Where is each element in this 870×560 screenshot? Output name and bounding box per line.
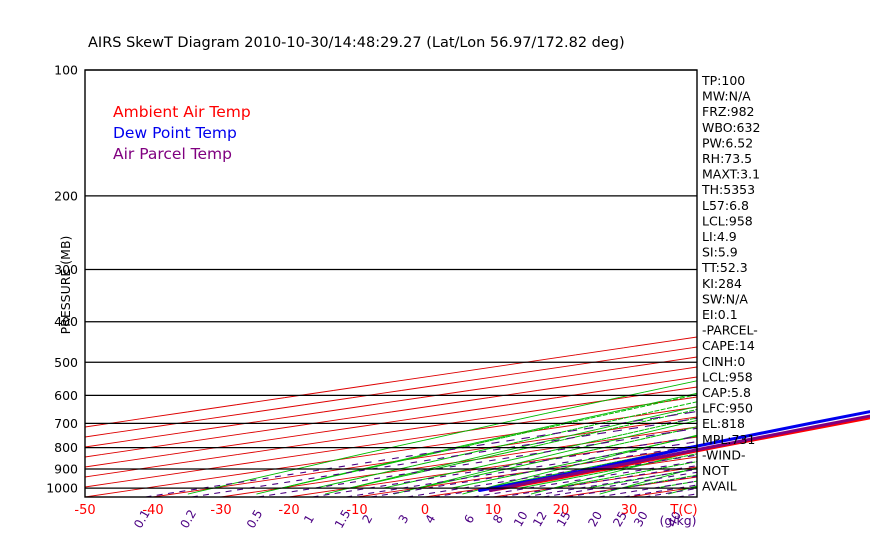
temp-tick-30: 30 xyxy=(621,503,638,518)
info-line-21: LFC:950 xyxy=(702,401,753,416)
pressure-tick-800: 800 xyxy=(54,440,78,455)
pressure-tick-200: 200 xyxy=(54,188,78,203)
info-line-20: CAP:5.8 xyxy=(702,385,751,400)
info-line-1: MW:N/A xyxy=(702,89,751,104)
pressure-tick-600: 600 xyxy=(54,388,78,403)
temp-tick--40: -40 xyxy=(142,503,163,518)
info-line-8: L57:6.8 xyxy=(702,198,749,213)
info-line-9: LCL:958 xyxy=(702,213,753,228)
mixing-tick-40: 40 xyxy=(664,509,684,529)
page-title: AIRS SkewT Diagram 2010-10-30/14:48:29.2… xyxy=(88,35,625,51)
info-line-12: TT:52.3 xyxy=(701,260,748,275)
info-line-25: NOT xyxy=(702,463,729,478)
legend-item-0: Ambient Air Temp xyxy=(113,103,251,121)
temp-tick--20: -20 xyxy=(278,503,299,518)
mixing-tick-25: 25 xyxy=(610,509,630,529)
temp-tick--10: -10 xyxy=(346,503,367,518)
mixing-tick-10: 10 xyxy=(511,509,531,529)
info-line-15: EI:0.1 xyxy=(702,307,738,322)
temp-tick-0: 0 xyxy=(421,503,429,518)
pressure-tick-100: 100 xyxy=(54,63,78,78)
temp-tick-20: 20 xyxy=(553,503,570,518)
info-line-0: TP:100 xyxy=(701,73,745,88)
legend-item-1: Dew Point Temp xyxy=(113,124,237,142)
info-line-22: EL:818 xyxy=(702,416,745,431)
mixing-tick-15: 15 xyxy=(554,509,574,529)
info-line-2: FRZ:982 xyxy=(702,104,755,119)
temp-tick-10: 10 xyxy=(485,503,502,518)
pressure-tick-700: 700 xyxy=(54,416,78,431)
info-line-13: KI:284 xyxy=(702,276,742,291)
data-curves-layer xyxy=(478,410,870,492)
mixing-tick-30: 30 xyxy=(631,509,651,529)
info-line-10: LI:4.9 xyxy=(702,229,737,244)
info-line-11: SI:5.9 xyxy=(702,245,738,260)
mixing-tick-20: 20 xyxy=(585,509,605,529)
isobar-lines xyxy=(85,69,697,489)
info-panel: TP:100MW:N/AFRZ:982WBO:632PW:6.52RH:73.5… xyxy=(701,73,760,494)
x-axis-title-temp: T(C) xyxy=(669,503,697,518)
info-line-6: MAXT:3.1 xyxy=(702,167,760,182)
pressure-tick-500: 500 xyxy=(54,355,78,370)
grid-layer xyxy=(84,336,698,498)
pressure-tick-900: 900 xyxy=(54,462,78,477)
y-axis-title: PRESSURE (MB) xyxy=(58,236,73,335)
info-line-26: AVAIL xyxy=(702,479,737,494)
temp-tick--50: -50 xyxy=(74,503,95,518)
info-line-4: PW:6.52 xyxy=(702,135,753,150)
pressure-tick-400: 400 xyxy=(54,314,78,329)
pressure-tick-300: 300 xyxy=(54,262,78,277)
mixing-tick-12: 12 xyxy=(530,509,550,529)
info-line-24: -WIND- xyxy=(702,447,746,462)
curve-dew-point-temp xyxy=(478,410,870,492)
legend-item-2: Air Parcel Temp xyxy=(113,145,232,163)
info-line-7: TH:5353 xyxy=(701,182,755,197)
info-line-18: CINH:0 xyxy=(702,354,745,369)
info-line-3: WBO:632 xyxy=(702,120,760,135)
info-line-23: MPL:731 xyxy=(702,432,755,447)
info-line-19: LCL:958 xyxy=(702,369,753,384)
info-line-5: RH:73.5 xyxy=(702,151,752,166)
legend: Ambient Air Temp Dew Point Temp Air Parcel… xyxy=(113,103,251,163)
x-axis-title-mixing: (g/kg) xyxy=(659,513,696,528)
info-line-16: -PARCEL- xyxy=(702,323,758,338)
temp-tick--30: -30 xyxy=(210,503,231,518)
curve-air-parcel-temp xyxy=(488,414,870,492)
pressure-tick-1000: 1000 xyxy=(46,481,78,496)
info-line-17: CAPE:14 xyxy=(702,338,755,353)
info-line-14: SW:N/A xyxy=(702,291,748,306)
